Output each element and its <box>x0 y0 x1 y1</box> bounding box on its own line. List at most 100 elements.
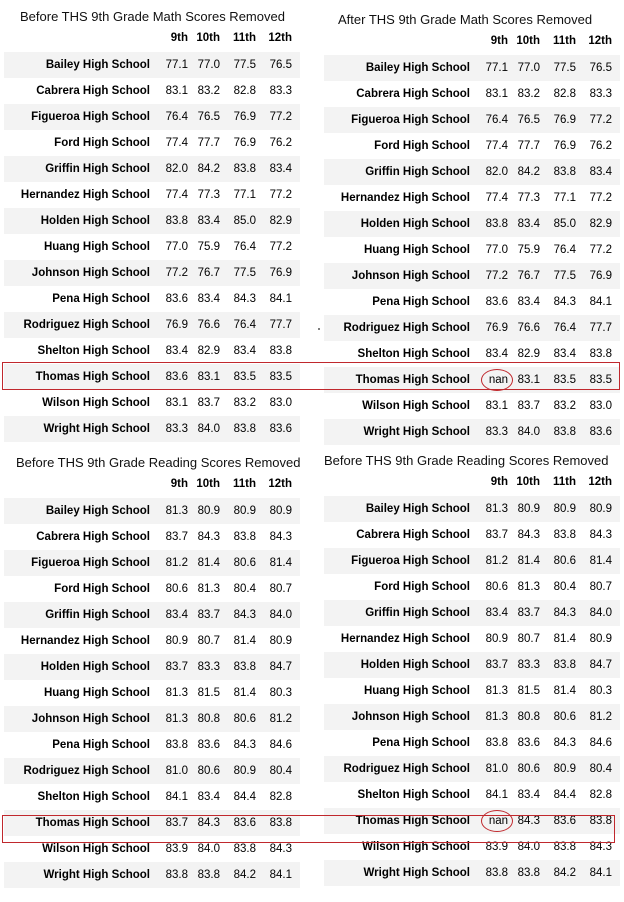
score-cell-11th: 81.4 <box>553 633 576 645</box>
score-cell-9th: 81.0 <box>165 765 188 777</box>
score-cell-10th: 83.1 <box>197 371 220 383</box>
score-cell-9th: 83.8 <box>165 869 188 881</box>
score-cell-12th: 83.0 <box>589 400 612 412</box>
score-cell-9th: 83.3 <box>165 423 188 435</box>
score-cell-12th: 76.5 <box>589 62 612 74</box>
score-cell-10th: 84.3 <box>517 815 540 827</box>
table-row: Wright High School 83.3 84.0 83.8 83.6 <box>324 419 620 445</box>
score-cell-9th: 81.3 <box>485 711 508 723</box>
table-row: Wilson High School 83.1 83.7 83.2 83.0 <box>324 393 620 419</box>
score-cell-9th: 83.8 <box>485 867 508 879</box>
table-row: Pena High School 83.8 83.6 84.3 84.6 <box>4 732 300 758</box>
score-cell-9th: 81.2 <box>485 555 508 567</box>
score-cell-9th: 77.0 <box>165 241 188 253</box>
column-header-12th: 12th <box>268 478 292 490</box>
column-header-9th: 9th <box>490 476 508 488</box>
table-row: Wright High School 83.8 83.8 84.2 84.1 <box>324 860 620 886</box>
column-header-10th: 10th <box>516 35 540 47</box>
score-cell-12th: 76.2 <box>269 137 292 149</box>
score-cell-12th: 77.2 <box>589 192 612 204</box>
score-cell-10th: 75.9 <box>517 244 540 256</box>
table-header: 9th 10th 11th 12th <box>324 31 620 51</box>
score-cell-11th: 82.8 <box>233 85 256 97</box>
table-row: Johnson High School 81.3 80.8 80.6 81.2 <box>4 706 300 732</box>
table-row: Ford High School 80.6 81.3 80.4 80.7 <box>4 576 300 602</box>
table-row: Bailey High School 77.1 77.0 77.5 76.5 <box>4 52 300 78</box>
score-cell-10th: 81.3 <box>197 583 220 595</box>
school-name: Griffin High School <box>45 609 150 621</box>
score-cell-11th: 80.6 <box>233 713 256 725</box>
nan-highlight-circle <box>481 810 513 832</box>
score-cell-9th: 83.8 <box>485 218 508 230</box>
score-cell-10th: 83.4 <box>517 218 540 230</box>
score-cell-11th: 84.3 <box>553 296 576 308</box>
score-cell-9th: 84.1 <box>165 791 188 803</box>
score-cell-9th: 83.6 <box>165 293 188 305</box>
score-cell-10th: 76.5 <box>197 111 220 123</box>
score-cell-9th: 83.1 <box>165 397 188 409</box>
score-cell-10th: 77.3 <box>197 189 220 201</box>
school-name: Bailey High School <box>365 62 470 74</box>
score-cell-11th: 84.3 <box>553 737 576 749</box>
score-cell-11th: 83.2 <box>233 397 256 409</box>
table-header: 9th 10th 11th 12th <box>4 28 300 48</box>
score-cell-12th: 80.7 <box>269 583 292 595</box>
table-row: Wilson High School 83.1 83.7 83.2 83.0 <box>4 390 300 416</box>
score-cell-12th: 84.3 <box>269 531 292 543</box>
score-cell-10th: 80.8 <box>197 713 220 725</box>
score-cell-11th: 84.4 <box>553 789 576 801</box>
score-cell-9th: 83.6 <box>485 296 508 308</box>
column-header-9th: 9th <box>490 35 508 47</box>
score-cell-10th: 84.2 <box>517 166 540 178</box>
score-cell-10th: 80.9 <box>197 505 220 517</box>
nan-highlight-circle <box>481 369 513 391</box>
score-cell-9th: nan <box>474 367 513 393</box>
school-name: Shelton High School <box>357 348 470 360</box>
score-cell-10th: 83.8 <box>197 869 220 881</box>
table-row: Huang High School 81.3 81.5 81.4 80.3 <box>324 678 620 704</box>
score-cell-10th: 84.0 <box>517 841 540 853</box>
panel-math-after: After THS 9th Grade Math Scores Removed … <box>324 9 620 445</box>
score-cell-12th: 82.9 <box>589 218 612 230</box>
score-cell-10th: 77.0 <box>517 62 540 74</box>
score-cell-10th: 77.0 <box>197 59 220 71</box>
score-cell-10th: 76.7 <box>197 267 220 279</box>
school-name: Cabrera High School <box>356 529 470 541</box>
school-name: Griffin High School <box>45 163 150 175</box>
score-cell-12th: 83.4 <box>269 163 292 175</box>
panel-title: Before THS 9th Grade Reading Scores Remo… <box>324 453 609 468</box>
table-row: Cabrera High School 83.1 83.2 82.8 83.3 <box>4 78 300 104</box>
school-name: Wright High School <box>43 869 150 881</box>
school-name: Wilson High School <box>362 841 470 853</box>
score-cell-9th: 83.7 <box>485 659 508 671</box>
score-cell-10th: 80.6 <box>197 765 220 777</box>
score-cell-9th: 83.6 <box>165 371 188 383</box>
score-cell-12th: 76.5 <box>269 59 292 71</box>
score-cell-9th: 83.8 <box>165 739 188 751</box>
table-body: Bailey High School 81.3 80.9 80.9 80.9 Cabrer… <box>4 498 300 888</box>
score-cell-9th: 77.4 <box>165 189 188 201</box>
score-cell-10th: 81.5 <box>197 687 220 699</box>
score-cell-10th: 75.9 <box>197 241 220 253</box>
score-cell-12th: 83.3 <box>269 85 292 97</box>
school-name: Bailey High School <box>45 505 150 517</box>
school-name: Huang High School <box>363 685 470 697</box>
panel-reading-after: Before THS 9th Grade Reading Scores Remo… <box>324 450 620 890</box>
score-cell-9th: 82.0 <box>165 163 188 175</box>
score-cell-12th: 80.7 <box>589 581 612 593</box>
score-cell-9th: 82.0 <box>485 166 508 178</box>
score-cell-12th: 80.9 <box>589 633 612 645</box>
panel-title: Before THS 9th Grade Math Scores Removed <box>20 9 285 24</box>
score-cell-9th: 81.3 <box>165 687 188 699</box>
table-row: Griffin High School 82.0 84.2 83.8 83.4 <box>4 156 300 182</box>
score-cell-11th: 77.5 <box>233 59 256 71</box>
panel-math-before: Before THS 9th Grade Math Scores Removed… <box>4 6 300 442</box>
score-cell-9th: 76.9 <box>165 319 188 331</box>
score-cell-9th: 80.9 <box>165 635 188 647</box>
table-row: Pena High School 83.6 83.4 84.3 84.1 <box>324 289 620 315</box>
score-cell-12th: 82.9 <box>269 215 292 227</box>
school-name: Thomas High School <box>35 371 150 383</box>
score-cell-11th: 83.8 <box>553 659 576 671</box>
table-row: Wright High School 83.3 84.0 83.8 83.6 <box>4 416 300 442</box>
table-row: Johnson High School 77.2 76.7 77.5 76.9 <box>324 263 620 289</box>
